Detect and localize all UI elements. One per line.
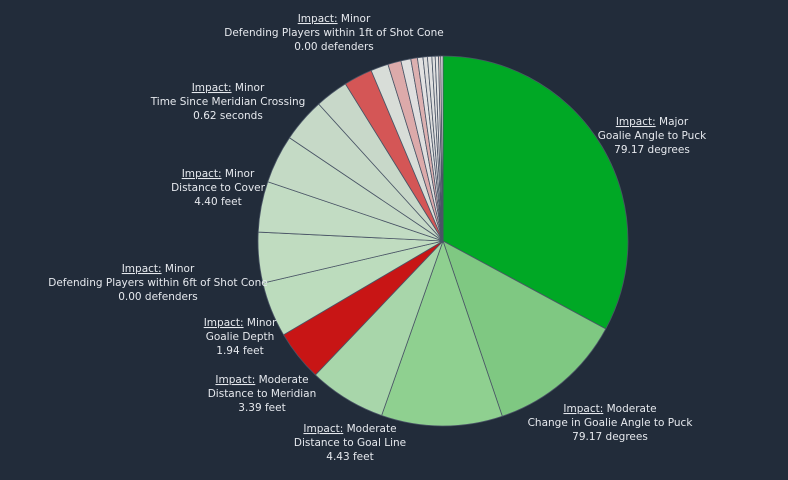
pie-slice-2[interactable]: [442, 240, 607, 417]
feature-name: Defending Players within 6ft of Shot Con…: [48, 277, 267, 289]
impact-level: Minor: [338, 13, 371, 25]
impact-keyword: Impact:: [303, 423, 343, 435]
feature-name: Goalie Angle to Puck: [598, 130, 707, 142]
slice-label-2: Impact: Moderate Change in Goalie Angle t…: [528, 403, 694, 443]
impact-level: Moderate: [255, 374, 308, 386]
pie-slice-23[interactable]: [440, 55, 444, 242]
slice-label-5: Impact: Minor Goalie Depth 1.94 feet: [204, 317, 277, 357]
feature-value: 0.62 seconds: [193, 110, 263, 122]
slice-label-11: Impact: Minor Time Since Meridian Crossin…: [150, 82, 306, 122]
feature-name: Distance to Meridian: [208, 388, 317, 400]
impact-keyword: Impact:: [182, 168, 222, 180]
feature-value: 0.00 defenders: [294, 41, 374, 53]
slice-label-3: Impact: Moderate Distance to Goal Line 4.4…: [294, 423, 406, 463]
impact-level: Minor: [162, 263, 195, 275]
slice-label-1: Impact: Major Goalie Angle to Puck 79.17 d…: [598, 116, 707, 156]
impact-keyword: Impact:: [215, 374, 255, 386]
feature-name: Change in Goalie Angle to Puck: [528, 417, 694, 429]
impact-keyword: Impact:: [616, 116, 656, 128]
feature-name: Distance to Goal Line: [294, 437, 406, 449]
slice-label-23: Impact: Minor Defending Players within 1f…: [224, 13, 443, 53]
pie-slices: [257, 55, 629, 427]
impact-level: Minor: [222, 168, 255, 180]
impact-keyword: Impact:: [563, 403, 603, 415]
impact-level: Minor: [232, 82, 265, 94]
feature-value: 3.39 feet: [238, 402, 285, 414]
feature-name: Defending Players within 1ft of Shot Con…: [224, 27, 443, 39]
impact-level: Moderate: [343, 423, 396, 435]
feature-value: 79.17 degrees: [614, 144, 690, 156]
feature-value: 0.00 defenders: [118, 291, 198, 303]
feature-name: Distance to Cover: [171, 182, 266, 194]
impact-keyword: Impact:: [298, 13, 338, 25]
feature-value: 1.94 feet: [216, 345, 263, 357]
feature-value: 79.17 degrees: [572, 431, 648, 443]
impact-level: Minor: [244, 317, 277, 329]
impact-keyword: Impact:: [122, 263, 162, 275]
pie-slice-3[interactable]: [381, 239, 503, 427]
slice-label-8: Impact: Minor Distance to Cover 4.40 feet: [171, 168, 266, 208]
feature-value: 4.40 feet: [194, 196, 241, 208]
pie-slice-1[interactable]: [442, 55, 629, 330]
feature-name: Goalie Depth: [206, 331, 275, 343]
pie-labels: Impact: Major Goalie Angle to Puck 79.17 d…: [48, 13, 707, 463]
impact-keyword: Impact:: [204, 317, 244, 329]
slice-label-4: Impact: Moderate Distance to Meridian 3.39…: [208, 374, 317, 414]
impact-level: Major: [656, 116, 689, 128]
feature-value: 4.43 feet: [326, 451, 373, 463]
slice-label-6: Impact: Minor Defending Players within 6f…: [48, 263, 267, 303]
impact-keyword: Impact:: [192, 82, 232, 94]
feature-name: Time Since Meridian Crossing: [150, 96, 306, 108]
impact-level: Moderate: [603, 403, 656, 415]
